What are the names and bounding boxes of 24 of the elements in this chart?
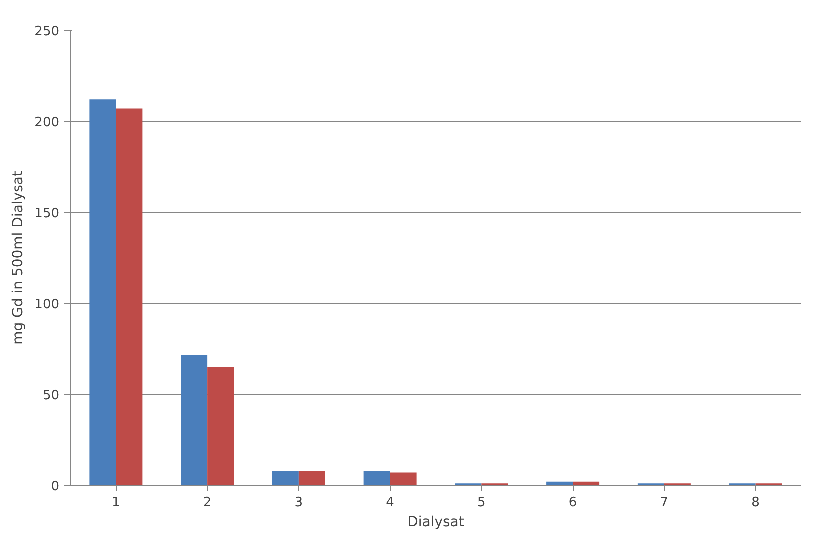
y-tick-label: 150 [34,206,60,222]
y-tick-label: 250 [34,24,60,40]
bar [116,108,143,486]
x-tick-label: 6 [568,496,578,510]
bar [90,100,116,486]
x-axis-title: Dialysat [408,514,465,530]
bar [181,355,208,486]
x-tick-label: 7 [660,496,669,510]
y-tick-label: 50 [42,388,60,404]
bar [208,367,234,486]
x-tick-label: 4 [386,496,394,510]
bar [364,470,390,486]
bar [298,470,326,486]
x-tick-label: 3 [294,496,304,510]
bar [272,470,299,486]
y-axis-title: mg Gd in 500ml Dialysat [10,170,27,345]
y-tick-label: 200 [34,116,60,130]
y-tick-label: 0 [51,480,60,494]
x-tick-label: 8 [752,496,760,510]
x-tick-label: 2 [203,496,212,510]
y-tick-label: 100 [34,298,60,312]
x-tick-label: 5 [478,496,486,510]
bar [390,472,417,486]
x-tick-label: 1 [112,496,120,510]
